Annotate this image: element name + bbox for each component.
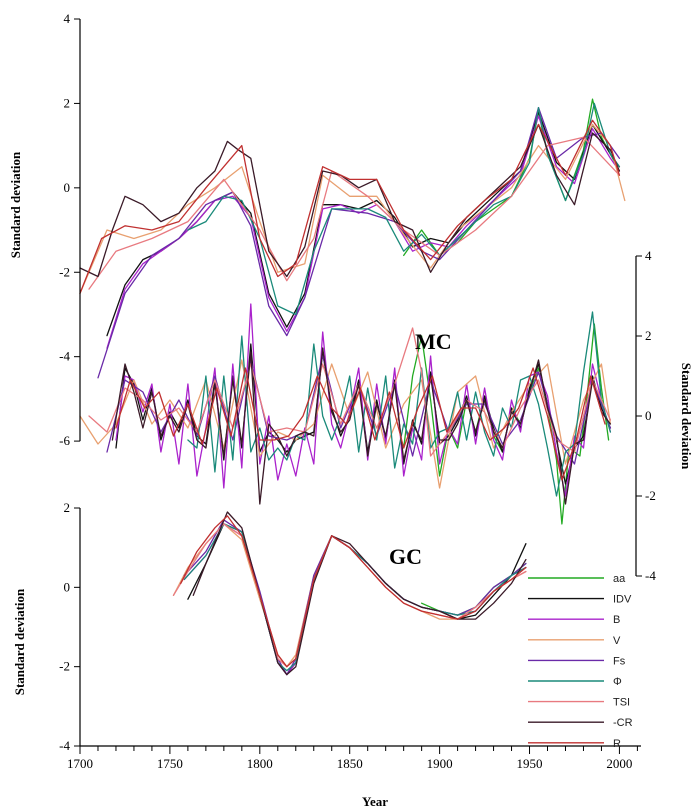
legend-item-b: B xyxy=(528,614,620,626)
x-tick-label: 1700 xyxy=(67,756,93,771)
raw-y-tick-label: 4 xyxy=(64,11,71,26)
legend-label: Fs xyxy=(613,655,626,667)
gc-line-b xyxy=(183,523,527,676)
x-axis-title: Year xyxy=(362,794,388,809)
gc-line-phi xyxy=(183,523,527,672)
gc-series xyxy=(172,511,527,676)
legend-label: aa xyxy=(613,573,626,585)
x-tick-label: 1800 xyxy=(247,756,273,771)
legend-label: IDV xyxy=(613,594,632,606)
raw-line-r xyxy=(79,119,621,295)
gc-y-tick-label: -4 xyxy=(59,738,70,753)
legend-item-idv: IDV xyxy=(528,594,632,606)
legend-item-r: R xyxy=(528,738,621,750)
legend-label: -CR xyxy=(613,717,633,729)
mc-y-tick-label: 4 xyxy=(645,248,652,263)
gc-line-v xyxy=(172,523,527,668)
raw-y-tick-label: 0 xyxy=(64,180,71,195)
mc-line-r xyxy=(115,367,606,481)
raw-line-aa xyxy=(403,98,621,257)
legend-label: B xyxy=(613,614,620,626)
raw-y-tick-label: -2 xyxy=(59,264,70,279)
gc-panel-label: GC xyxy=(389,544,422,569)
legend-item-aa: aa xyxy=(528,573,626,585)
gc-y-tick-label: -2 xyxy=(59,659,70,674)
x-tick-label: 1850 xyxy=(337,756,363,771)
legend: aa IDV BV Fs Φ TSI -CR R xyxy=(528,573,633,750)
x-tick-label: 1950 xyxy=(517,756,543,771)
legend-item-phi: Φ xyxy=(528,676,622,688)
raw-y-tick-label: 2 xyxy=(64,95,71,110)
raw-line-fs xyxy=(97,106,621,379)
gc-line-idv xyxy=(187,523,527,676)
gc-y-axis-title: Standard deviation xyxy=(12,588,27,695)
gc-line-fs xyxy=(183,519,527,676)
legend-label: TSI xyxy=(613,697,630,709)
x-tick-label: 1750 xyxy=(157,756,183,771)
gc-y-tick-label: 2 xyxy=(64,500,71,515)
mc-line-tsi xyxy=(88,327,612,457)
gc-y-tick-label: 0 xyxy=(64,579,71,594)
mc-y-tick-label: 0 xyxy=(645,408,652,423)
mc-line-neg-cr xyxy=(111,347,612,505)
legend-item-fs: Fs xyxy=(528,655,626,667)
mc-series xyxy=(79,303,612,525)
legend-item-tsi: TSI xyxy=(528,697,630,709)
mc-y-tick-label: 2 xyxy=(645,328,652,343)
legend-item-neg-cr: -CR xyxy=(528,717,633,729)
legend-label: V xyxy=(613,635,621,647)
raw-y-tick-label: -6 xyxy=(59,433,70,448)
gc-line-neg-cr xyxy=(192,511,527,676)
mc-y-tick-label: -2 xyxy=(645,488,656,503)
raw-series xyxy=(79,98,626,379)
labels: 4 2 0 -2 -4 -6 Standard deviation 4 2 0 -2 -4 Standa… xyxy=(8,11,694,809)
raw-y-axis-title: Standard deviation xyxy=(8,151,23,258)
axes xyxy=(74,18,642,754)
legend-item-v: V xyxy=(528,635,621,647)
x-tick-label: 1900 xyxy=(427,756,453,771)
raw-y-tick-label: -4 xyxy=(59,349,70,364)
legend-label: R xyxy=(613,738,621,750)
plot-area xyxy=(79,98,626,676)
raw-line-tsi xyxy=(88,136,621,290)
mc-y-tick-label: -4 xyxy=(645,568,656,583)
raw-line-phi xyxy=(187,102,621,316)
mc-y-axis-title: Standard deviation xyxy=(679,363,694,470)
raw-line-neg-cr xyxy=(79,123,621,278)
x-tick-label: 2000 xyxy=(606,756,632,771)
gc-line-r xyxy=(180,515,527,668)
gc-line-tsi xyxy=(172,523,527,668)
mc-panel-label: MC xyxy=(415,329,452,354)
legend-label: Φ xyxy=(613,676,622,688)
